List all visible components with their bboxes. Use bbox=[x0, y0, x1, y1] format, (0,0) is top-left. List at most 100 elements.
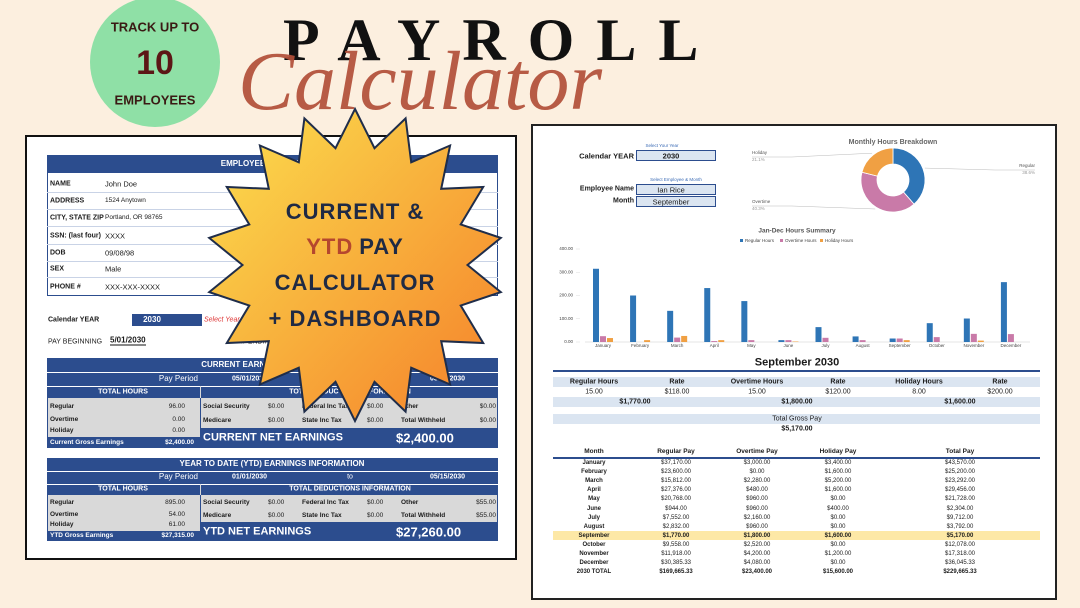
cell: $120.00 bbox=[825, 388, 851, 396]
cell: $1,600.00 bbox=[824, 469, 852, 476]
badge-circle bbox=[90, 0, 220, 127]
gross-row bbox=[553, 414, 1040, 424]
cell: $23,400.00 bbox=[741, 569, 773, 576]
cell: 15.00 bbox=[585, 388, 603, 396]
column-header: Total Pay bbox=[945, 447, 975, 455]
period-bar bbox=[47, 470, 498, 484]
row-label: September bbox=[578, 532, 610, 539]
cell: $0.00 bbox=[749, 469, 765, 476]
donut-value-label: 21.1% bbox=[752, 157, 765, 162]
deduction-label: Other bbox=[401, 498, 419, 506]
column-header: Rate bbox=[830, 378, 846, 386]
field-label: CITY, STATE ZIP bbox=[50, 214, 104, 222]
column-header: Month bbox=[584, 447, 604, 455]
cell: $0.00 bbox=[830, 541, 846, 548]
y-tick-label: 0.00 bbox=[564, 339, 573, 344]
cell: 15.00 bbox=[748, 388, 766, 396]
net-label: CURRENT NET EARNINGS bbox=[203, 431, 343, 444]
bar bbox=[704, 288, 711, 342]
donut-slice bbox=[861, 147, 894, 177]
deduction-label: Social Security bbox=[203, 498, 250, 506]
deduction-label: Federal Inc Tax bbox=[302, 402, 349, 410]
hint: Select Year bbox=[204, 316, 240, 324]
x-tick-label: October bbox=[929, 343, 946, 348]
x-tick-label: August bbox=[856, 343, 871, 348]
cell: $15,600.00 bbox=[822, 569, 854, 576]
bar bbox=[977, 340, 984, 342]
row-label: January bbox=[582, 460, 606, 466]
row-label: November bbox=[579, 551, 609, 557]
cell: $960.00 bbox=[746, 496, 768, 503]
legend-swatch bbox=[780, 239, 783, 242]
badge-number: 10 bbox=[136, 44, 174, 82]
column-divider bbox=[200, 398, 201, 448]
y-tick-label: 400.00 bbox=[559, 246, 573, 251]
cell: 8.00 bbox=[912, 388, 926, 396]
select-value: Ian Rice bbox=[657, 184, 685, 194]
hours-value: 895.00 bbox=[165, 498, 185, 506]
gross-bar bbox=[47, 437, 200, 448]
x-tick-label: April bbox=[710, 343, 719, 348]
donut-label: Regular bbox=[1019, 163, 1035, 168]
cell: $36,045.33 bbox=[944, 560, 976, 567]
field-label: DOB bbox=[50, 249, 66, 257]
cell: $27,376.00 bbox=[660, 487, 692, 494]
select-value: September bbox=[652, 196, 690, 206]
bar bbox=[630, 295, 637, 342]
bar bbox=[903, 340, 910, 342]
row-label: October bbox=[582, 541, 606, 548]
divider bbox=[553, 370, 1040, 372]
hours-value: 61.00 bbox=[168, 520, 185, 528]
legend-swatch bbox=[740, 239, 743, 242]
net-label: YTD NET EARNINGS bbox=[203, 525, 312, 538]
bar bbox=[718, 340, 725, 342]
deduction-value: $55.00 bbox=[476, 498, 496, 506]
net-value: $2,400.00 bbox=[396, 430, 454, 446]
deduction-value: $0.00 bbox=[367, 498, 384, 506]
highlight-row bbox=[553, 531, 1040, 541]
gross-label: YTD Gross Earnings bbox=[50, 531, 114, 539]
hours-label: Regular bbox=[50, 402, 75, 410]
row-label: 2030 TOTAL bbox=[576, 569, 612, 576]
deduction-value: $0.00 bbox=[367, 402, 384, 410]
bar bbox=[674, 337, 681, 342]
title-script: Calculator bbox=[238, 35, 603, 128]
cell: $5,200.00 bbox=[824, 478, 852, 485]
deduction-value: $0.00 bbox=[367, 416, 384, 424]
bar bbox=[748, 340, 755, 342]
starburst bbox=[207, 106, 503, 424]
field-label: Month bbox=[613, 197, 634, 205]
cell: $20,768.00 bbox=[660, 496, 692, 503]
gross-value: $5,170.00 bbox=[781, 425, 813, 433]
field-value: 2030 bbox=[143, 315, 161, 324]
deduction-label: Total Withheld bbox=[401, 416, 446, 424]
leader-line bbox=[752, 152, 873, 158]
bar bbox=[859, 340, 866, 342]
field-label: Calendar YEAR bbox=[48, 316, 100, 324]
cell: $169,665.33 bbox=[659, 569, 693, 576]
field-value: XXX-XXX-XXXX bbox=[105, 282, 161, 292]
field-value: Portland, OR 98765 bbox=[105, 213, 163, 221]
x-tick-label: December bbox=[1001, 343, 1022, 348]
cell: $3,400.00 bbox=[824, 460, 852, 466]
cell: $0.00 bbox=[830, 514, 846, 521]
cell: $1,600.00 bbox=[824, 487, 852, 494]
cell: $400.00 bbox=[827, 505, 849, 512]
x-tick-label: November bbox=[963, 343, 984, 348]
cell: $3,000.00 bbox=[743, 460, 771, 466]
hours-label: Holiday bbox=[50, 520, 74, 528]
row-label: July bbox=[587, 514, 601, 521]
hint: Select Employee & Month bbox=[650, 176, 702, 182]
donut-slice bbox=[860, 171, 915, 213]
select-value: 2030 bbox=[662, 151, 680, 161]
y-tick-label: 100.00 bbox=[559, 316, 573, 321]
cell: $43,570.00 bbox=[944, 460, 976, 466]
field-value: Male bbox=[105, 264, 122, 274]
chart-title: Monthly Hours Breakdown bbox=[849, 139, 938, 146]
cell: $2,280.00 bbox=[743, 478, 771, 485]
right-panel bbox=[531, 124, 1057, 600]
field-label: Calendar YEAR bbox=[579, 151, 634, 161]
subheader-bar bbox=[47, 483, 200, 495]
column-header: Overtime Pay bbox=[736, 447, 778, 455]
